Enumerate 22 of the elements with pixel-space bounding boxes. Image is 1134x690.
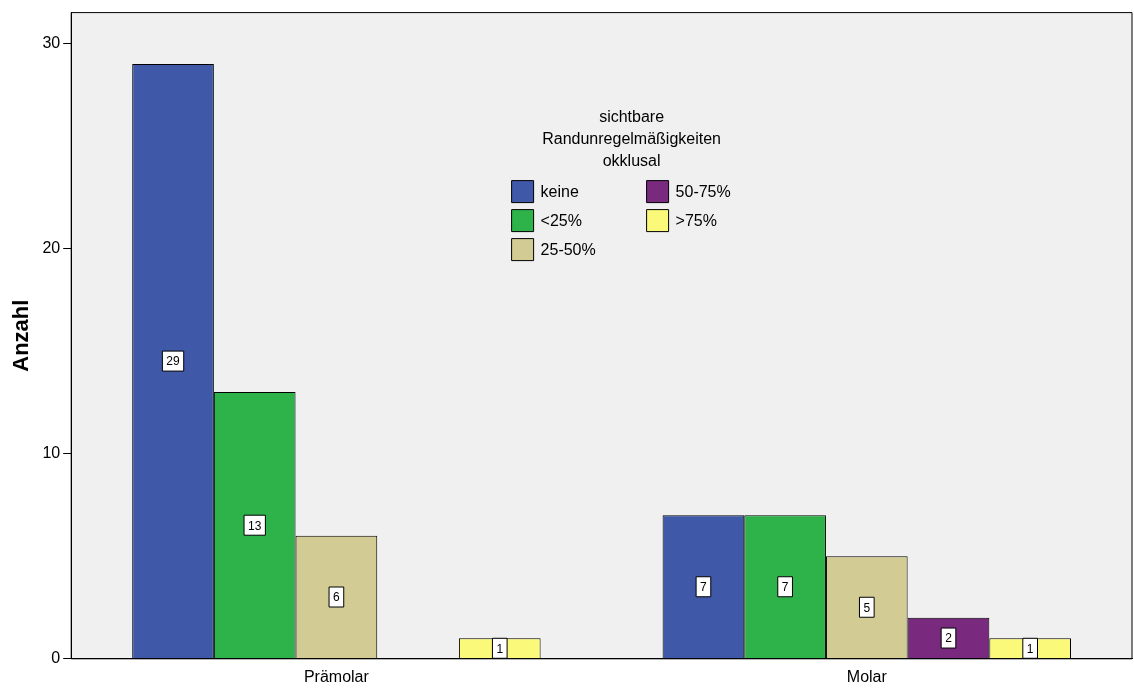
- legend-label: >75%: [675, 212, 717, 230]
- y-tick-label: 10: [42, 444, 61, 462]
- data-label: 2: [945, 631, 953, 646]
- y-tick-label: 0: [51, 649, 61, 667]
- data-label: 1: [496, 641, 504, 656]
- x-tick-label: Prämolar: [303, 667, 370, 685]
- y-tick-label: 30: [42, 33, 61, 51]
- legend-label: keine: [540, 183, 579, 201]
- legend-title: sichtbare Randunregelmäßigkeiten okklusal: [542, 108, 721, 170]
- data-label: 7: [700, 580, 708, 595]
- x-tick-label: Molar: [846, 667, 888, 685]
- y-tick-label: 20: [42, 238, 61, 256]
- data-label: 6: [333, 590, 341, 605]
- data-label: 13: [248, 518, 262, 533]
- legend-label: 25-50%: [540, 241, 596, 259]
- data-label: 7: [781, 580, 789, 595]
- data-label: 5: [863, 600, 871, 615]
- data-label: 1: [1026, 641, 1034, 656]
- data-label: 29: [166, 354, 181, 369]
- y-axis-title: Anzahl: [8, 299, 34, 372]
- legend-label: 50-75%: [675, 183, 731, 201]
- legend-label: <25%: [540, 212, 582, 230]
